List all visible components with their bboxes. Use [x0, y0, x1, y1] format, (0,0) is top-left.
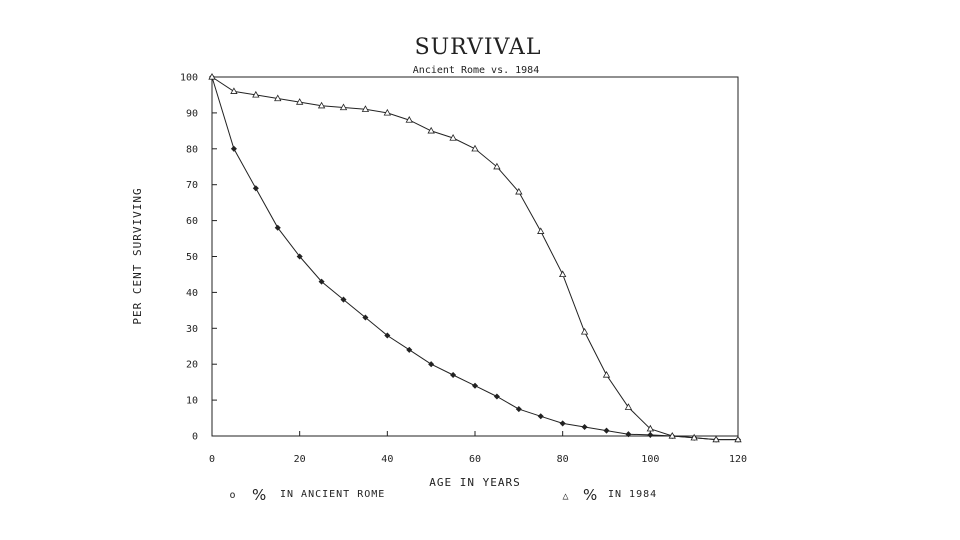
data-point-1984	[734, 435, 742, 443]
data-point-1984	[537, 227, 545, 234]
data-point-rome	[340, 296, 347, 303]
data-point-1984	[515, 187, 523, 195]
legend-label-rome: IN ANCIENT ROME	[280, 489, 385, 500]
legend-label-1984: IN 1984	[608, 489, 657, 500]
data-point-rome	[471, 382, 479, 389]
data-point-rome	[515, 406, 522, 413]
data-point-rome	[559, 420, 566, 427]
data-point-rome	[450, 371, 457, 378]
data-point-1984	[558, 270, 567, 278]
y-tick-label: 100	[180, 73, 198, 84]
data-point-rome	[274, 224, 281, 231]
chart-subtitle: Ancient Rome vs. 1984	[413, 65, 539, 76]
data-point-1984	[602, 370, 611, 378]
data-point-1984	[624, 403, 633, 410]
data-point-1984	[690, 433, 698, 441]
data-point-rome	[647, 431, 654, 438]
y-tick-label: 20	[186, 360, 198, 371]
data-point-rome	[252, 185, 259, 192]
data-point-1984	[493, 162, 501, 170]
data-point-1984	[339, 103, 348, 111]
data-point-1984	[712, 435, 720, 443]
data-point-1984	[230, 87, 238, 94]
x-tick-label: 80	[557, 454, 569, 465]
y-tick-label: 90	[186, 108, 198, 119]
data-point-rome	[537, 413, 544, 420]
y-tick-label: 70	[186, 180, 198, 191]
series-layer	[208, 72, 742, 443]
data-point-rome	[406, 346, 413, 353]
data-point-rome	[384, 332, 391, 339]
chart-title: SURVIVAL	[415, 35, 542, 60]
y-tick-label: 50	[186, 252, 198, 263]
data-point-1984	[361, 105, 370, 112]
data-point-1984	[252, 90, 260, 98]
data-point-rome	[230, 145, 237, 152]
x-tick-label: 20	[294, 454, 306, 465]
data-point-1984	[274, 94, 282, 102]
y-tick-label: 30	[186, 324, 198, 335]
data-point-1984	[646, 424, 655, 432]
data-point-rome	[362, 314, 369, 321]
data-point-1984	[427, 126, 435, 134]
data-point-1984	[471, 144, 479, 152]
data-point-1984	[580, 327, 589, 335]
data-point-rome	[318, 278, 325, 285]
data-point-1984	[208, 72, 216, 80]
x-tick-label: 40	[381, 454, 393, 465]
y-tick-label: 80	[186, 144, 198, 155]
x-tick-label: 120	[729, 454, 747, 465]
legend-item-1984: △ % IN 1984	[562, 486, 657, 504]
legend-pct-1984: %	[583, 486, 597, 504]
legend-marker-1984: △	[562, 491, 569, 502]
data-point-1984	[405, 116, 413, 123]
x-tick-label: 100	[641, 454, 659, 465]
data-point-1984	[295, 98, 304, 105]
data-point-rome	[493, 393, 500, 400]
legend-item-rome: o % IN ANCIENT ROME	[229, 486, 385, 504]
data-point-rome	[603, 427, 610, 434]
data-point-rome	[428, 361, 435, 368]
data-point-1984	[383, 108, 392, 116]
x-tick-label: 60	[469, 454, 481, 465]
data-point-1984	[317, 101, 326, 109]
data-point-rome	[625, 431, 632, 438]
y-tick-label: 0	[192, 432, 198, 443]
legend-pct-rome: %	[252, 486, 266, 504]
y-tick-label: 40	[186, 288, 198, 299]
y-tick-label: 10	[186, 396, 198, 407]
legend: o % IN ANCIENT ROME △ % IN 1984	[229, 486, 657, 504]
y-axis: 0 10 20 30 40 50 60 70 80 90 100	[180, 73, 217, 443]
plot-frame	[211, 76, 739, 437]
data-point-1984	[449, 134, 457, 141]
data-point-rome	[296, 253, 303, 260]
x-tick-label: 0	[209, 454, 215, 465]
data-point-1984	[668, 431, 676, 439]
y-axis-label: PER CENT SURVIVING	[131, 187, 144, 324]
y-tick-label: 60	[186, 216, 198, 227]
data-point-rome	[581, 424, 588, 431]
x-axis: 0 20 40 60 80 100 120	[209, 431, 747, 465]
x-axis-label: AGE IN YEARS	[429, 476, 520, 489]
legend-marker-rome: o	[229, 490, 236, 501]
